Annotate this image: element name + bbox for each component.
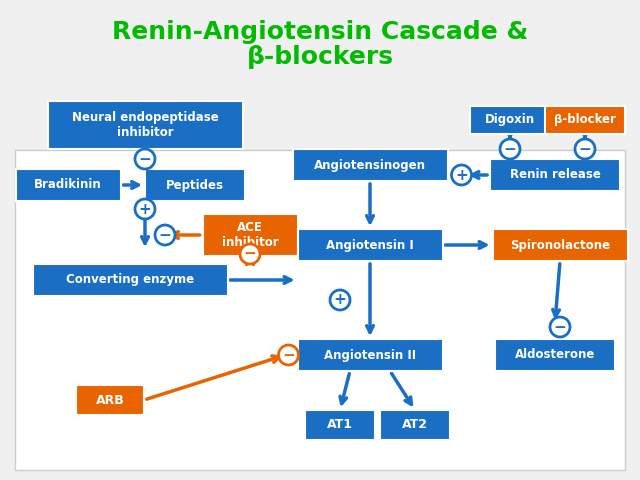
- FancyBboxPatch shape: [292, 149, 447, 181]
- Text: β-blockers: β-blockers: [246, 45, 394, 69]
- Text: AT1: AT1: [327, 419, 353, 432]
- FancyBboxPatch shape: [490, 159, 620, 191]
- FancyBboxPatch shape: [493, 229, 627, 261]
- Text: −: −: [282, 348, 295, 362]
- FancyBboxPatch shape: [380, 410, 450, 440]
- Text: +: +: [333, 292, 346, 308]
- Text: −: −: [244, 247, 257, 262]
- FancyBboxPatch shape: [145, 169, 245, 201]
- FancyBboxPatch shape: [305, 410, 375, 440]
- FancyBboxPatch shape: [76, 385, 144, 415]
- Text: β-blocker: β-blocker: [554, 113, 616, 127]
- Text: Renin-Angiotensin Cascade &: Renin-Angiotensin Cascade &: [112, 20, 528, 44]
- Text: AT2: AT2: [402, 419, 428, 432]
- Text: −: −: [504, 142, 516, 156]
- Text: −: −: [579, 142, 591, 156]
- Text: −: −: [159, 228, 172, 242]
- Text: Neural endopeptidase
inhibitor: Neural endopeptidase inhibitor: [72, 111, 218, 139]
- FancyBboxPatch shape: [298, 339, 442, 371]
- Circle shape: [500, 139, 520, 159]
- Circle shape: [135, 149, 155, 169]
- FancyBboxPatch shape: [15, 169, 120, 201]
- Circle shape: [575, 139, 595, 159]
- FancyBboxPatch shape: [545, 106, 625, 134]
- Text: Angiotensinogen: Angiotensinogen: [314, 158, 426, 171]
- Text: Angiotensin I: Angiotensin I: [326, 239, 414, 252]
- Circle shape: [330, 290, 350, 310]
- Text: Spironolactone: Spironolactone: [510, 239, 610, 252]
- Text: +: +: [139, 202, 152, 216]
- FancyBboxPatch shape: [495, 339, 615, 371]
- Text: Peptides: Peptides: [166, 179, 224, 192]
- FancyBboxPatch shape: [33, 264, 227, 296]
- Text: −: −: [139, 152, 152, 167]
- Circle shape: [240, 244, 260, 264]
- Text: Digoxin: Digoxin: [485, 113, 535, 127]
- Text: +: +: [455, 168, 468, 182]
- Text: Angiotensin II: Angiotensin II: [324, 348, 416, 361]
- Text: Renin release: Renin release: [509, 168, 600, 181]
- Text: ACE
inhibitor: ACE inhibitor: [221, 221, 278, 249]
- Text: Converting enzyme: Converting enzyme: [66, 274, 194, 287]
- Circle shape: [278, 345, 298, 365]
- Circle shape: [550, 317, 570, 337]
- FancyBboxPatch shape: [47, 101, 243, 149]
- Text: Bradikinin: Bradikinin: [34, 179, 102, 192]
- Text: ARB: ARB: [95, 394, 124, 407]
- Circle shape: [135, 199, 155, 219]
- FancyBboxPatch shape: [298, 229, 442, 261]
- FancyBboxPatch shape: [470, 106, 550, 134]
- Text: Aldosterone: Aldosterone: [515, 348, 595, 361]
- FancyBboxPatch shape: [15, 150, 625, 470]
- Text: −: −: [554, 320, 566, 335]
- FancyBboxPatch shape: [202, 214, 298, 256]
- Circle shape: [451, 165, 472, 185]
- Circle shape: [155, 225, 175, 245]
